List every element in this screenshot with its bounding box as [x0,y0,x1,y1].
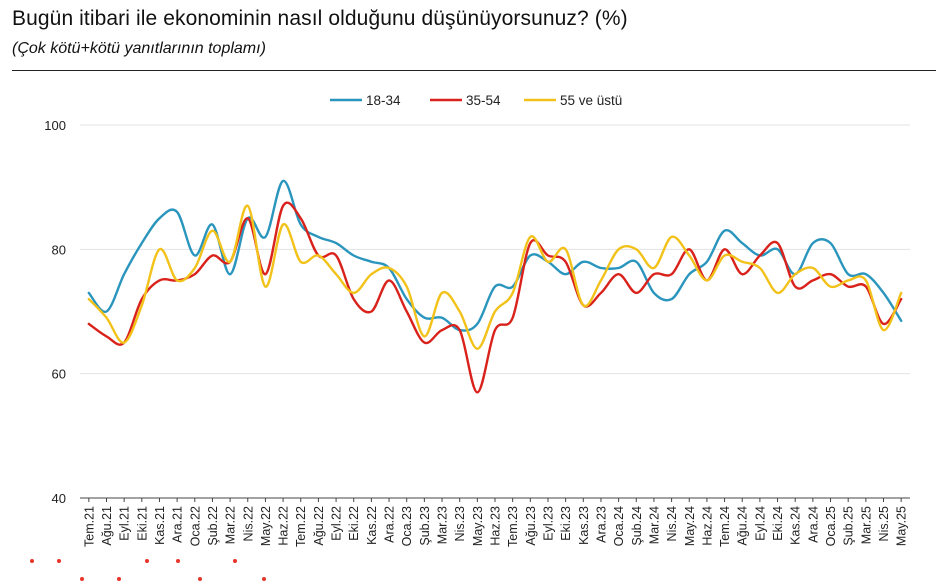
page-subtitle: (Çok kötü+kötü yanıtlarının toplamı) [12,40,266,57]
x-tick-label: Eki.21 [135,506,149,541]
y-tick-label: 60 [52,367,66,382]
decor-dot [145,559,149,563]
x-tick-label: Eki.24 [771,506,785,541]
x-tick-label: Kas.21 [153,506,167,545]
x-tick-label: Şub.24 [630,506,644,546]
x-tick-label: Nis.25 [877,506,891,541]
decor-dot [176,559,180,563]
x-tick-label: Kas.22 [365,506,379,545]
y-tick-label: 40 [52,491,66,506]
x-tick-label: Ağu.24 [736,506,750,546]
x-tick-label: Nis.24 [665,506,679,541]
x-tick-label: Tem.21 [82,506,96,547]
y-tick-label: 100 [44,118,66,133]
page-title: Bugün itibari ile ekonominin nasıl olduğ… [12,7,628,30]
x-tick-label: Oca.23 [400,506,414,546]
x-tick-label: Ara.21 [171,506,185,543]
x-tick-label: Mar.24 [647,506,661,544]
x-tick-label: May.25 [895,506,909,546]
x-tick-label: Tem.22 [294,506,308,547]
x-tick-label: Şub.23 [418,506,432,546]
legend-label: 18-34 [366,93,401,108]
series-line-2 [87,201,903,394]
y-tick-label: 80 [52,242,66,257]
x-tick-label: Haz.23 [489,506,503,546]
decor-dot [262,577,266,581]
series-lines [87,179,903,394]
x-tick-label: Oca.24 [612,506,626,546]
x-tick-label: Eyl.22 [330,506,344,541]
x-tick-label: Kas.23 [577,506,591,545]
legend-label: 35-54 [466,93,501,108]
x-tick-label: Ağu.22 [312,506,326,546]
x-tick-label: Eyl.21 [118,506,132,541]
x-tick-label: Mar.22 [224,506,238,544]
x-tick-label: May.23 [471,506,485,546]
x-tick-label: Ara.23 [594,506,608,543]
header-divider [12,70,936,71]
x-tick-label: Eki.22 [347,506,361,541]
x-tick-label: Ara.24 [806,506,820,543]
x-tick-label: Kas.24 [789,506,803,545]
x-tick-label: Mar.23 [436,506,450,544]
x-tick-label: Tem.23 [506,506,520,547]
decor-dot [57,559,61,563]
x-tick-label: Nis.23 [453,506,467,541]
series-line-3 [87,204,903,350]
decor-dot [30,559,34,563]
x-tick-label: Şub.25 [842,506,856,546]
decor-dot [198,577,202,581]
x-tick-label: Mar.25 [859,506,873,544]
series-line-1 [87,179,903,332]
x-tick-label: Eyl.23 [541,506,555,541]
x-tick-label: Tem.24 [718,506,732,547]
x-tick-label: Eki.23 [559,506,573,541]
x-tick-label: Ağu.21 [100,506,114,546]
x-tick-label: Haz.24 [700,506,714,546]
x-tick-label: Oca.25 [824,506,838,546]
x-tick-label: Eyl.24 [753,506,767,541]
x-tick-label: Ara.22 [383,506,397,543]
decor-dot [233,559,237,563]
x-tick-label: Oca.22 [188,506,202,546]
x-tick-label: Ağu.23 [524,506,538,546]
x-axis: Tem.21 Ağu.21 Eyl.21 Eki.21 Kas.21 Ara.21 Oca.… [82,498,909,547]
y-axis: 40 60 80 100 [44,118,66,506]
x-tick-label: May.22 [259,506,273,546]
x-tick-label: Şub.22 [206,506,220,546]
x-tick-label: Haz.22 [277,506,291,546]
legend-label: 55 ve üstü [560,93,622,108]
x-tick-label: May.24 [683,506,697,546]
legend: 18-34 35-54 55 ve üstü [330,93,622,108]
decor-dot [80,577,84,581]
x-tick-label: Nis.22 [241,506,255,541]
decor-dot [117,577,121,581]
